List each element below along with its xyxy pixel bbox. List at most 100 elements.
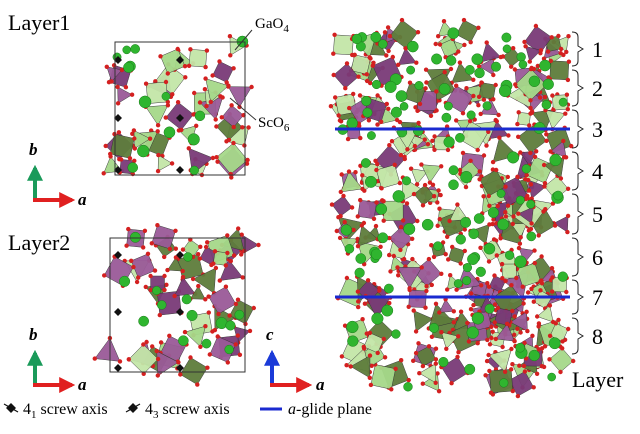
oxygen-atom [532,300,536,304]
oxygen-atom [456,49,460,53]
cation [527,200,535,208]
oxygen-atom [424,289,428,293]
cation [123,46,131,54]
oxygen-atom [516,212,520,216]
oxygen-atom [434,347,438,351]
oxygen-atom [392,254,396,258]
oxygen-atom [427,344,431,348]
oxygen-atom [459,310,463,314]
oxygen-atom [487,194,491,198]
oxygen-atom [168,247,172,251]
oxygen-atom [242,143,246,147]
oxygen-atom [205,240,209,244]
structure-drawing [93,18,576,398]
oxygen-atom [528,59,532,63]
layer-number: 2 [592,76,603,101]
oxygen-atom [405,147,409,151]
cation [474,213,484,223]
oxygen-atom [102,273,106,277]
oxygen-atom [367,118,371,122]
oxygen-atom [450,245,454,249]
oxygen-atom [511,46,515,50]
oxygen-atom [183,75,187,79]
cation [455,133,464,142]
oxygen-atom [517,246,521,250]
oxygen-atom [205,48,209,52]
polyhedron [189,49,207,67]
oxygen-atom [550,93,554,97]
oxygen-atom [471,303,475,307]
annotation-sub: 6 [284,122,290,134]
oxygen-atom [477,177,481,181]
polyhedron [495,308,513,326]
oxygen-atom [519,235,523,239]
oxygen-atom [239,252,243,256]
oxygen-atom [240,125,244,129]
oxygen-atom [432,148,436,152]
cation [456,234,466,244]
oxygen-atom [562,155,566,159]
oxygen-atom [214,155,218,159]
oxygen-atom [386,49,390,53]
oxygen-atom [517,364,521,368]
oxygen-atom [550,289,554,293]
oxygen-atom [489,325,493,329]
oxygen-atom [437,207,441,211]
oxygen-atom [489,336,493,340]
oxygen-atom [246,125,250,129]
cation [483,102,492,111]
layer-brace [572,32,583,66]
oxygen-atom [564,290,568,294]
oxygen-atom [148,274,152,278]
cation [404,223,415,234]
layer-brace [572,194,583,234]
oxygen-atom [413,144,417,148]
oxygen-atom [523,44,527,48]
oxygen-atom [173,229,177,233]
oxygen-atom [486,353,490,357]
oxygen-atom [378,245,382,249]
oxygen-atom [439,164,443,168]
oxygen-atom [214,117,218,121]
oxygen-atom [556,34,560,38]
cation [182,295,192,305]
oxygen-atom [203,65,207,69]
oxygen-atom [498,236,502,240]
oxygen-atom [395,265,399,269]
screw-axis [114,308,122,316]
oxygen-atom [159,340,163,344]
oxygen-atom [446,148,450,152]
cation [216,317,227,328]
oxygen-atom [131,265,135,269]
oxygen-atom [393,163,397,167]
polyhedron [550,348,574,372]
oxygen-atom [500,276,504,280]
cation [558,272,568,282]
oxygen-atom [128,156,132,160]
cation [449,166,458,175]
oxygen-atom [375,122,379,126]
oxygen-atom [382,219,386,223]
oxygen-atom [156,129,160,133]
oxygen-atom [423,137,427,141]
oxygen-atom [521,301,525,305]
cation [157,300,166,309]
oxygen-atom [256,243,260,247]
oxygen-atom [456,334,460,338]
cation [472,312,484,324]
oxygen-atom [506,175,510,179]
oxygen-atom [559,176,563,180]
cation [152,286,161,295]
layer-number: 6 [592,245,603,270]
oxygen-atom [528,98,532,102]
oxygen-atom [559,47,563,51]
oxygen-atom [464,86,468,90]
oxygen-atom [353,53,357,57]
oxygen-atom [396,63,400,67]
cation [385,81,396,92]
oxygen-atom [509,367,513,371]
layer-number: 1 [592,37,603,62]
polyhedron [217,143,248,174]
oxygen-atom [333,95,337,99]
cation [484,243,495,254]
